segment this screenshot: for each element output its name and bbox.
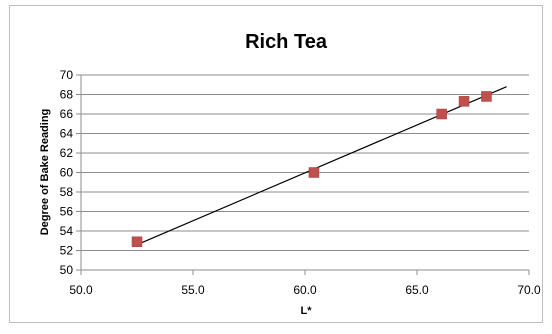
y-tick-label: 68 [60, 88, 74, 102]
gridlines [81, 74, 529, 251]
y-tick-label: 64 [60, 127, 74, 141]
y-tick-label: 66 [60, 107, 74, 121]
y-tick-label: 54 [60, 224, 74, 238]
x-tick-label: 60.0 [293, 283, 317, 297]
tick-labels: 50 52 54 56 58 60 62 64 66 68 70 50.0 55.0 60.0 65.0 70… [60, 68, 541, 297]
data-points [131, 91, 492, 247]
y-tick-label: 50 [60, 263, 74, 277]
data-point [436, 108, 447, 120]
axes [76, 74, 530, 275]
data-point [131, 236, 143, 247]
data-point [458, 96, 470, 107]
trendline-group [136, 86, 507, 246]
data-point [308, 167, 320, 178]
y-axis-label: Degree of Bake Reading [39, 109, 51, 236]
x-tick-label: 65.0 [405, 283, 429, 297]
y-tick-label: 70 [60, 68, 74, 82]
y-tick-label: 58 [60, 185, 74, 199]
x-tick-label: 50.0 [69, 283, 93, 297]
x-tick-label: 70.0 [517, 283, 541, 297]
x-axis-label: L* [301, 305, 313, 317]
trendline [136, 86, 507, 246]
y-tick-label: 52 [60, 244, 74, 258]
chart-title: Rich Tea [245, 31, 328, 53]
x-tick-label: 55.0 [181, 283, 205, 297]
y-tick-label: 62 [60, 146, 74, 160]
y-tick-label: 60 [60, 166, 74, 180]
y-tick-label: 56 [60, 205, 74, 219]
data-point [481, 91, 492, 102]
